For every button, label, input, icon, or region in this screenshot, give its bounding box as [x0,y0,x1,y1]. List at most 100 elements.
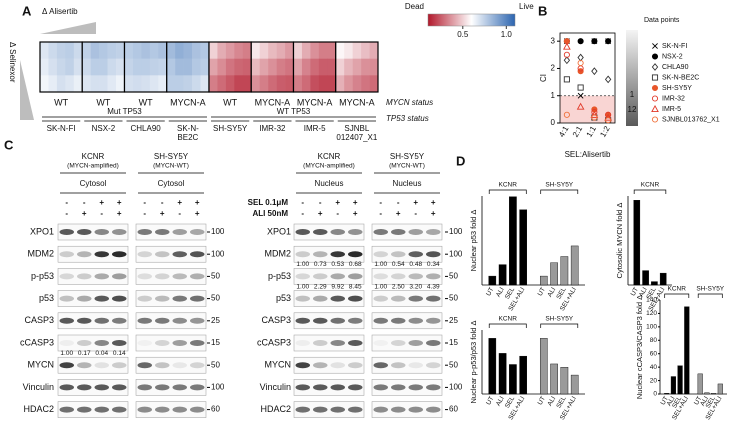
band [172,406,187,413]
band [137,295,152,302]
y-axis-label: Nuclear p53 fold Δ [469,210,478,272]
y-axis-label: Nuclear p-p53/p53 fold Δ [469,321,478,404]
heatmap-cell [361,42,370,59]
band [373,229,388,235]
band [330,229,345,235]
heatmap-cell [192,58,201,76]
quantification: 0.17 [78,350,91,357]
quantification: 9.92 [331,283,344,290]
treatment-sign: + [335,198,340,207]
band [313,340,328,346]
protein-label: CASP3 [24,315,54,325]
heatmap-cell [158,42,168,59]
mycn-status: MYCN-A [297,97,333,107]
band [190,317,205,324]
status-label: TP53 status [386,114,429,123]
point [577,84,584,91]
protein-label: p53 [39,293,54,303]
band [408,295,423,302]
band [313,406,328,413]
heatmap-cell [251,58,260,76]
quantification: 8.45 [349,283,362,290]
heatmap-cell [209,58,218,76]
protein-label: Vinculin [260,382,291,392]
legend-marker [651,95,659,102]
heatmap-cell [99,58,108,76]
blot [135,312,207,330]
band [295,384,310,391]
band [426,273,441,280]
treatment-sign: - [65,198,68,207]
heatmap-cell [56,58,66,76]
point [605,117,612,124]
heatmap-cell [318,75,328,93]
heatmap-cell [73,58,83,76]
cell-line-label: IMR-5 [304,124,326,133]
band [330,384,345,391]
x-tick-label: UT [537,395,547,406]
point [604,75,612,84]
protein-label: cCASP3 [257,337,291,347]
y-tick-label: 1 [551,91,556,100]
band [137,406,152,413]
heatmap-cell [285,58,294,76]
heatmap-cell [132,58,142,76]
treatment-sign: - [336,209,339,218]
colorbar-tick-label: 1.0 [501,30,513,39]
heatmap-cell [335,58,345,76]
quantification: 2.50 [392,283,405,290]
band [426,229,441,235]
bar [560,256,569,286]
heatmap-cell [293,58,303,76]
protein-label: HDAC2 [23,404,54,414]
band [391,384,406,391]
blot [293,334,365,352]
cell-status: (MYCN-amplified) [67,163,119,170]
density-bar-tick: 1 [630,90,635,99]
band [348,384,363,391]
size-marker: 100 [211,383,225,392]
quantification: 1.00 [374,283,387,290]
heatmap-cell [276,42,286,59]
bar [651,281,658,286]
heatmap-cell [192,75,201,93]
treatment-sign: + [177,198,182,207]
band [348,229,363,235]
band [112,362,127,369]
treatment-sign: - [100,209,103,218]
band [330,273,345,280]
heatmap-cell [175,58,184,76]
band [313,251,328,258]
band [190,251,205,258]
heatmap-cell [369,75,379,93]
heatmap-cell [65,75,75,93]
band [137,229,152,235]
band [59,317,74,324]
band [155,384,170,391]
group-label: SH-SY5Y [545,316,573,323]
heatmap-cell [217,42,227,59]
colorbar-label: Live [519,2,534,11]
heatmap-cell [310,42,320,59]
band [373,295,388,302]
heatmap-cell [327,42,337,59]
heatmap-cell [40,42,49,59]
band [408,384,423,391]
band [59,273,74,280]
point [591,114,598,121]
heatmap-cell [251,75,260,93]
colorbar-label: Dead [405,2,424,11]
bar [498,264,507,286]
x-tick-label: ALI [546,286,557,298]
band [94,362,109,369]
band [295,251,310,258]
band [426,384,441,391]
heatmap-cell [124,75,134,93]
band [190,362,205,369]
band [313,295,328,302]
blot [371,268,443,285]
quantification: 3.20 [409,283,422,290]
band [330,295,345,302]
size-marker: 100 [211,249,225,258]
x-tick-label: 1:2 [598,124,612,139]
